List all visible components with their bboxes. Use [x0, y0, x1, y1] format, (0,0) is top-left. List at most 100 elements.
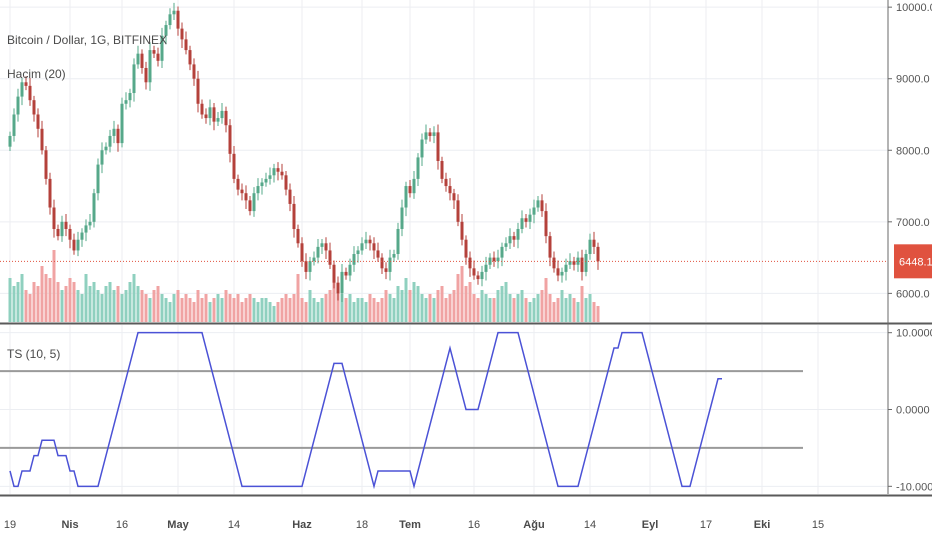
volume-bar: [140, 290, 144, 322]
candle-body: [348, 264, 352, 276]
volume-bar: [428, 294, 432, 322]
candle-body: [252, 193, 256, 212]
volume-bar: [48, 278, 52, 322]
volume-bar: [388, 294, 392, 322]
volume-bar: [524, 298, 528, 322]
candle-body: [196, 78, 200, 104]
volume-bar: [352, 302, 356, 322]
volume-bar: [104, 286, 108, 322]
volume-bar: [192, 302, 196, 322]
volume-bar: [20, 274, 24, 322]
volume-bar: [460, 266, 464, 322]
volume-bar: [236, 294, 240, 322]
candle-body: [140, 53, 144, 68]
time-axis-label: Tem: [399, 519, 421, 531]
candle-body: [556, 268, 560, 276]
volume-bar: [432, 298, 436, 322]
volume-bar: [588, 294, 592, 322]
volume-bar: [508, 294, 512, 322]
volume-bar: [308, 290, 312, 322]
volume-bar: [568, 294, 572, 322]
candle-body: [328, 250, 332, 265]
volume-bar: [112, 290, 116, 322]
candle-body: [444, 178, 448, 187]
candle-body: [584, 254, 588, 272]
candle-body: [144, 67, 148, 83]
volume-bar: [200, 298, 204, 322]
candle-body: [184, 39, 188, 51]
candle-body: [84, 225, 88, 233]
volume-bar: [96, 290, 100, 322]
candle-body: [324, 243, 328, 251]
last-price-tag: [894, 244, 932, 279]
candle-body: [20, 82, 24, 97]
time-axis-label: 18: [356, 519, 368, 531]
candle-body: [512, 236, 516, 240]
candle-body: [420, 139, 424, 158]
volume-bar: [576, 302, 580, 322]
volume-bar: [468, 282, 472, 322]
indicator-axis-label: 0.0000: [896, 405, 930, 417]
volume-bar: [144, 294, 148, 322]
time-axis-label: Haz: [292, 519, 312, 531]
volume-bar: [572, 298, 576, 322]
volume-bar: [452, 290, 456, 322]
candle-body: [596, 246, 600, 262]
candle-body: [532, 207, 536, 215]
candle-body: [564, 264, 568, 272]
indicator-axis-label: -10.0000: [896, 481, 932, 493]
candle-body: [548, 236, 552, 258]
candle-body: [156, 53, 160, 61]
candle-body: [192, 64, 196, 79]
volume-bar: [188, 298, 192, 322]
candle-body: [340, 271, 344, 294]
volume-bar: [224, 290, 228, 322]
candle-body: [32, 100, 36, 115]
time-axis-label: 16: [116, 519, 128, 531]
volume-bar: [384, 290, 388, 322]
price-axis-label: 10000.0: [896, 2, 932, 14]
candle-body: [448, 186, 452, 194]
candle-body: [124, 100, 128, 104]
volume-bar: [416, 286, 420, 322]
volume-bar: [72, 282, 76, 322]
volume-bar: [540, 290, 544, 322]
candle-body: [64, 221, 68, 229]
volume-bar: [228, 294, 232, 322]
candle-body: [244, 193, 248, 201]
candle-body: [568, 261, 572, 265]
candle-body: [508, 236, 512, 244]
candle-body: [128, 93, 132, 101]
candle-body: [220, 110, 224, 119]
volume-bar: [560, 290, 564, 322]
candle-body: [188, 50, 192, 65]
candle-body: [176, 10, 180, 29]
candle-body: [8, 135, 12, 147]
candle-body: [116, 128, 120, 144]
volume-bar: [548, 294, 552, 322]
candle-body: [68, 228, 72, 240]
candle-body: [504, 243, 508, 247]
volume-bar: [356, 298, 360, 322]
volume-legend: Hacim (20): [7, 67, 66, 81]
candle-body: [48, 178, 52, 208]
candle-body: [168, 14, 172, 26]
candle-body: [408, 186, 412, 194]
volume-bar: [472, 294, 476, 322]
volume-bar: [536, 294, 540, 322]
candle-body: [12, 114, 16, 136]
volume-bar: [152, 290, 156, 322]
volume-bar: [420, 294, 424, 322]
volume-bar: [368, 294, 372, 322]
candle-body: [160, 35, 164, 61]
volume-bar: [324, 294, 328, 322]
volume-bar: [204, 294, 208, 322]
candle-body: [108, 135, 112, 147]
volume-bar: [552, 302, 556, 322]
volume-bar: [396, 286, 400, 322]
candle-body: [412, 178, 416, 194]
volume-bar: [412, 282, 416, 322]
volume-bar: [84, 274, 88, 322]
volume-bar: [92, 282, 96, 322]
volume-bar: [276, 302, 280, 322]
